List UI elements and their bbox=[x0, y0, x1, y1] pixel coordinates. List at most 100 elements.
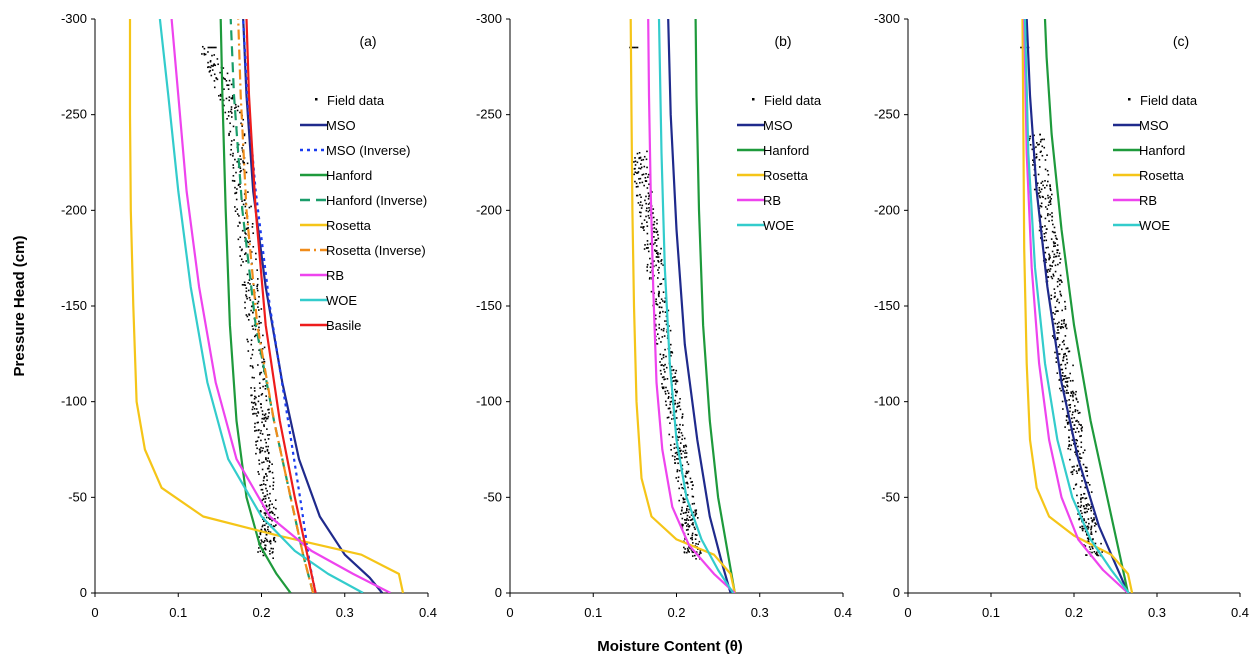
field-data-point bbox=[230, 112, 233, 114]
x-tick-label: 0 bbox=[506, 605, 513, 620]
field-data-point bbox=[265, 457, 267, 459]
field-data-point bbox=[668, 433, 671, 436]
field-data-point bbox=[260, 528, 263, 531]
field-data-point bbox=[698, 553, 701, 556]
field-data-point bbox=[1078, 469, 1080, 472]
series-line-basile bbox=[245, 19, 317, 593]
field-data-point bbox=[689, 519, 692, 521]
field-data-point bbox=[1033, 174, 1036, 177]
field-data-point bbox=[661, 300, 664, 302]
field-data-point bbox=[1049, 187, 1052, 190]
field-data-point bbox=[692, 522, 694, 524]
field-data-point bbox=[642, 226, 644, 228]
y-tick-label: -250 bbox=[874, 107, 900, 122]
field-data-point bbox=[252, 311, 254, 314]
field-data-point bbox=[1072, 395, 1074, 398]
field-data-point bbox=[261, 499, 263, 502]
field-data-point bbox=[642, 158, 645, 161]
field-data-point bbox=[264, 385, 267, 387]
y-tick-label: -150 bbox=[874, 298, 900, 313]
field-data-point bbox=[647, 203, 650, 205]
field-data-point bbox=[1092, 547, 1094, 550]
field-data-point bbox=[641, 181, 644, 184]
field-data-point bbox=[687, 523, 689, 526]
field-data-point bbox=[686, 525, 688, 527]
field-data-point bbox=[691, 495, 694, 498]
field-data-point bbox=[684, 475, 687, 477]
field-data-point bbox=[656, 222, 658, 225]
field-data-point bbox=[251, 353, 254, 356]
field-data-point bbox=[655, 298, 657, 301]
field-data-point bbox=[1054, 264, 1057, 267]
field-data-point bbox=[1061, 281, 1063, 283]
field-data-point bbox=[1090, 533, 1093, 535]
field-data-point bbox=[1076, 472, 1078, 474]
field-data-point bbox=[673, 447, 676, 449]
field-data-point bbox=[266, 490, 268, 492]
field-data-point bbox=[1041, 180, 1044, 183]
field-data-point bbox=[251, 226, 254, 228]
field-data-point bbox=[1077, 513, 1079, 515]
field-data-point bbox=[1075, 470, 1078, 472]
field-data-point bbox=[691, 532, 694, 535]
field-data-point bbox=[662, 387, 665, 390]
field-data-point bbox=[256, 289, 259, 292]
field-data-point bbox=[1083, 511, 1086, 514]
field-data-point bbox=[645, 158, 648, 161]
field-data-point bbox=[242, 261, 244, 263]
field-data-point bbox=[269, 553, 271, 555]
field-data-point bbox=[253, 390, 256, 392]
field-data-point bbox=[636, 194, 639, 197]
field-data-point bbox=[655, 256, 658, 258]
y-tick-label: 0 bbox=[80, 585, 87, 600]
field-data-point bbox=[256, 283, 259, 286]
field-data-point bbox=[253, 335, 256, 338]
field-data-point bbox=[264, 484, 267, 486]
field-data-point bbox=[678, 499, 681, 502]
field-data-point bbox=[681, 523, 683, 526]
field-data-point bbox=[660, 247, 662, 250]
field-data-point bbox=[682, 497, 685, 499]
field-data-point bbox=[677, 462, 679, 465]
field-data-point bbox=[1094, 530, 1097, 533]
field-data-point bbox=[1077, 421, 1080, 423]
x-tick-label: 0.4 bbox=[1231, 605, 1249, 620]
field-data-point bbox=[1053, 231, 1055, 234]
field-data-point bbox=[241, 147, 243, 149]
field-data-point bbox=[238, 221, 241, 224]
field-data-point bbox=[264, 501, 266, 503]
field-data-point bbox=[658, 295, 660, 298]
x-tick-label: 0.2 bbox=[667, 605, 685, 620]
field-data-point bbox=[255, 408, 258, 410]
field-data-point bbox=[209, 46, 211, 49]
field-data-point bbox=[1088, 484, 1091, 486]
field-data-point bbox=[1080, 493, 1083, 496]
field-data-point bbox=[678, 427, 680, 430]
field-data-point bbox=[265, 522, 268, 525]
field-data-point bbox=[1054, 322, 1056, 325]
field-data-point bbox=[275, 507, 277, 510]
field-data-point bbox=[259, 550, 262, 553]
x-tick-label: 0.3 bbox=[336, 605, 354, 620]
field-data-point bbox=[1060, 389, 1062, 392]
field-data-point bbox=[1066, 377, 1068, 379]
field-data-point bbox=[1038, 158, 1041, 161]
field-data-point bbox=[690, 519, 693, 521]
field-data-point bbox=[674, 455, 676, 458]
x-tick-label: 0.4 bbox=[419, 605, 437, 620]
field-data-point bbox=[1064, 363, 1067, 366]
field-data-point bbox=[1079, 526, 1081, 529]
field-data-point bbox=[269, 470, 271, 473]
field-data-point bbox=[1057, 329, 1059, 331]
field-data-point bbox=[1061, 341, 1064, 343]
legend-label: RB bbox=[326, 268, 344, 283]
series-line-mso-inverse bbox=[242, 19, 317, 593]
field-data-point bbox=[203, 47, 206, 50]
field-data-point bbox=[259, 509, 262, 512]
legend: Field data MSO Hanford Rosetta RB WOE bbox=[737, 93, 822, 233]
field-data-point bbox=[679, 423, 681, 426]
field-data-point bbox=[1051, 215, 1053, 218]
field-data-point bbox=[667, 416, 670, 419]
field-data-point bbox=[667, 397, 670, 399]
y-axis-title: Pressure Head (cm) bbox=[11, 236, 28, 377]
